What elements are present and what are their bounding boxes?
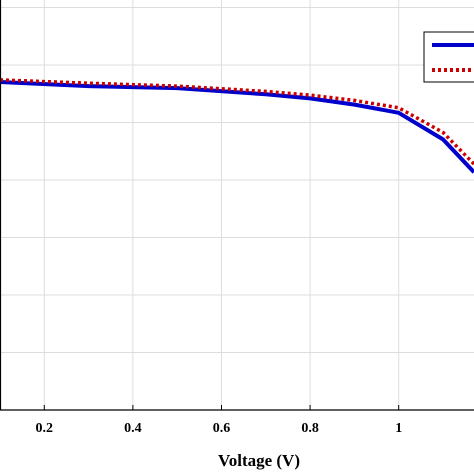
series-line-2 (0, 78, 474, 166)
x-tick-label: 0.6 (213, 421, 231, 436)
ticks: 0.2 0.4 0.6 0.8 1 (0, 0, 474, 436)
series-group (0, 78, 474, 174)
x-tick-label: 0.2 (36, 421, 54, 436)
legend-box (423, 31, 474, 83)
x-tick-label: 0.8 (301, 421, 319, 436)
x-tick-label: 1 (395, 421, 402, 436)
legend (423, 31, 474, 83)
series-line-1 (0, 80, 474, 174)
x-axis-label: Voltage (V) (218, 451, 300, 470)
grid (0, 0, 474, 410)
x-tick-label: 0.4 (124, 421, 142, 436)
